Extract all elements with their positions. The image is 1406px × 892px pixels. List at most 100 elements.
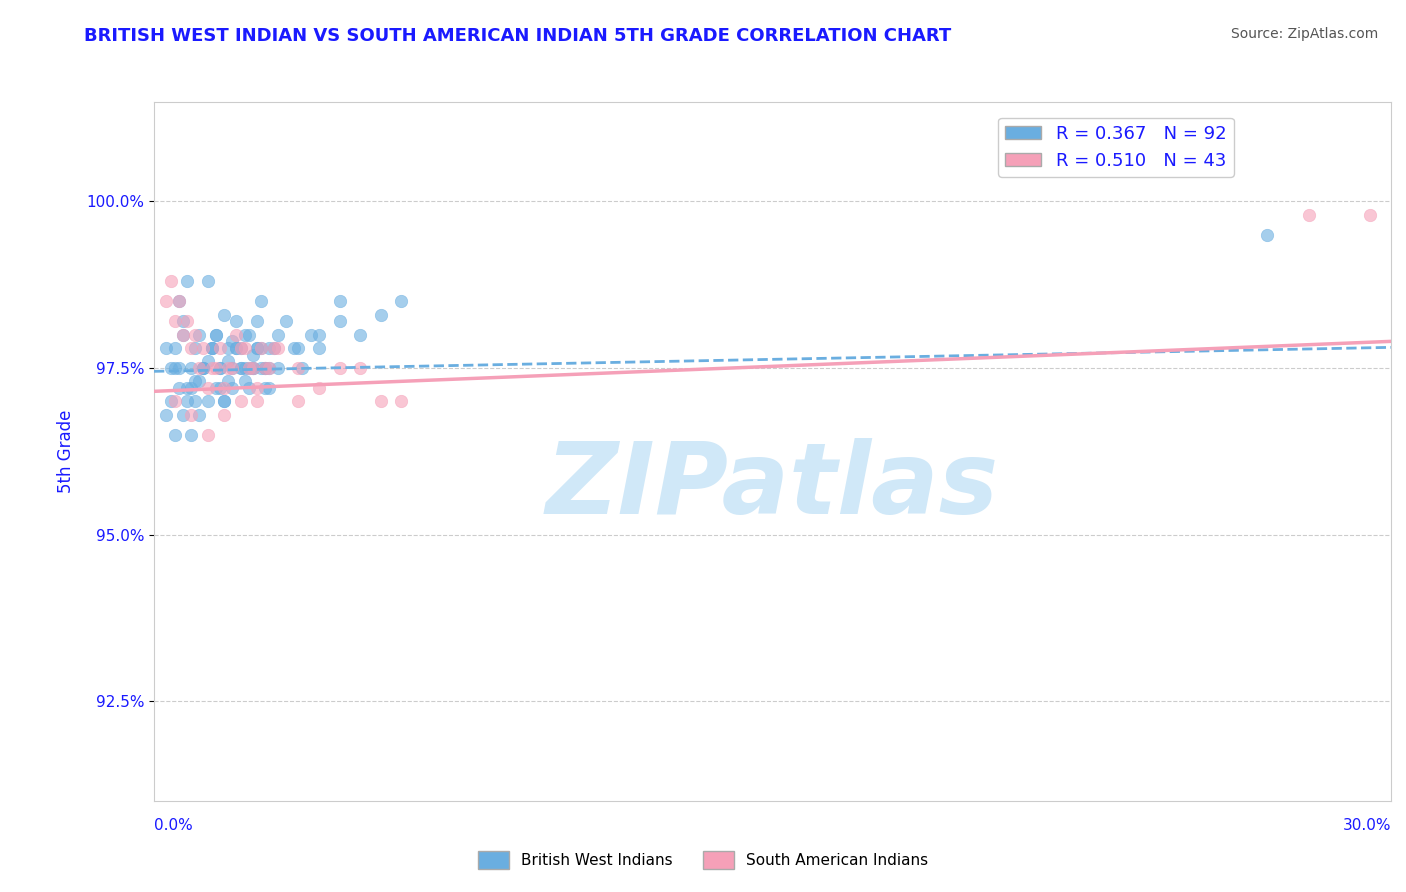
Point <box>193 361 215 376</box>
Point <box>180 427 202 442</box>
Point <box>197 394 219 409</box>
Point <box>308 341 330 355</box>
Point <box>229 341 252 355</box>
Point <box>184 394 207 409</box>
Point <box>212 381 235 395</box>
Point <box>212 408 235 422</box>
Point <box>163 341 186 355</box>
Point <box>349 361 371 376</box>
Point <box>188 327 211 342</box>
Point <box>201 341 224 355</box>
Point <box>167 361 190 376</box>
Point <box>184 327 207 342</box>
Point <box>180 381 202 395</box>
Point <box>370 394 392 409</box>
Point <box>370 308 392 322</box>
Point <box>242 361 264 376</box>
Point <box>188 361 211 376</box>
Point <box>221 381 243 395</box>
Point <box>197 354 219 368</box>
Point <box>263 341 285 355</box>
Point <box>238 381 260 395</box>
Point <box>180 408 202 422</box>
Point <box>254 361 277 376</box>
Text: Source: ZipAtlas.com: Source: ZipAtlas.com <box>1230 27 1378 41</box>
Point <box>238 327 260 342</box>
Point <box>184 341 207 355</box>
Point <box>212 308 235 322</box>
Point <box>229 361 252 376</box>
Point <box>389 294 412 309</box>
Y-axis label: 5th Grade: 5th Grade <box>58 409 75 493</box>
Point <box>208 361 231 376</box>
Point <box>287 341 309 355</box>
Point <box>250 361 273 376</box>
Point <box>221 361 243 376</box>
Point <box>225 341 247 355</box>
Point <box>246 341 269 355</box>
Point <box>212 394 235 409</box>
Point <box>254 381 277 395</box>
Point <box>287 394 309 409</box>
Point <box>172 314 194 328</box>
Point <box>225 327 247 342</box>
Point <box>250 294 273 309</box>
Point <box>159 394 181 409</box>
Point <box>274 314 297 328</box>
Point <box>259 361 281 376</box>
Point <box>167 294 190 309</box>
Point <box>246 341 269 355</box>
Point <box>242 348 264 362</box>
Point <box>163 361 186 376</box>
Point <box>184 375 207 389</box>
Point <box>263 341 285 355</box>
Point <box>229 394 252 409</box>
Point <box>205 327 228 342</box>
Point <box>167 294 190 309</box>
Point <box>155 294 177 309</box>
Point <box>299 327 322 342</box>
Point <box>254 361 277 376</box>
Point <box>217 354 239 368</box>
Point <box>238 361 260 376</box>
Point <box>172 327 194 342</box>
Point <box>259 341 281 355</box>
Point <box>250 341 273 355</box>
Point <box>180 341 202 355</box>
Point <box>176 274 198 288</box>
Point <box>246 314 269 328</box>
Point <box>217 361 239 376</box>
Point <box>163 314 186 328</box>
Point <box>233 361 256 376</box>
Legend: R = 0.367   N = 92, R = 0.510   N = 43: R = 0.367 N = 92, R = 0.510 N = 43 <box>998 118 1233 177</box>
Point <box>267 361 290 376</box>
Point <box>176 381 198 395</box>
Point <box>208 361 231 376</box>
Text: ZIPatlas: ZIPatlas <box>546 438 1000 535</box>
Point <box>188 375 211 389</box>
Point <box>308 327 330 342</box>
Legend: British West Indians, South American Indians: British West Indians, South American Ind… <box>472 845 934 875</box>
Point <box>242 361 264 376</box>
Point <box>308 381 330 395</box>
Point <box>259 361 281 376</box>
Point <box>212 394 235 409</box>
Point <box>208 341 231 355</box>
Point <box>205 327 228 342</box>
Point <box>193 361 215 376</box>
Point <box>172 408 194 422</box>
Point <box>229 341 252 355</box>
Point <box>221 334 243 349</box>
Point <box>197 427 219 442</box>
Point <box>159 274 181 288</box>
Point <box>242 361 264 376</box>
Point <box>193 341 215 355</box>
Point <box>155 408 177 422</box>
Point <box>188 408 211 422</box>
Point <box>238 361 260 376</box>
Point <box>229 361 252 376</box>
Point <box>246 381 269 395</box>
Point <box>217 375 239 389</box>
Point <box>283 341 305 355</box>
Point <box>233 341 256 355</box>
